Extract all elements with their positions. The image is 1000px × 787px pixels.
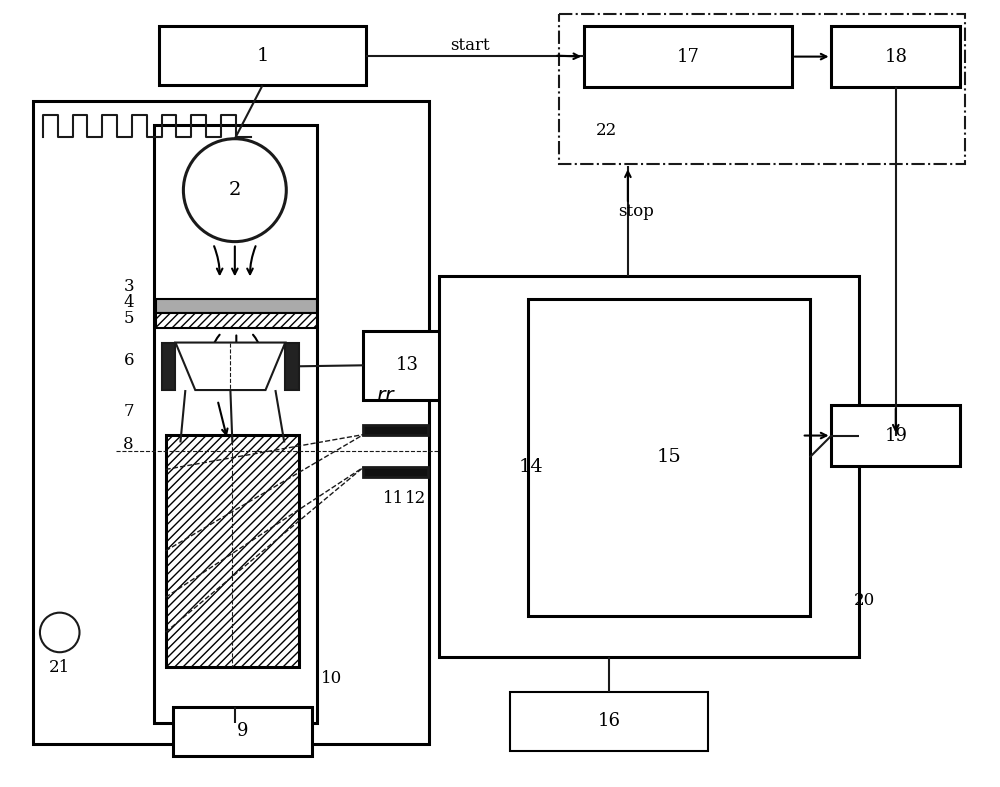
Bar [559, 14, 965, 164]
Text: 14: 14 [519, 458, 544, 475]
Text: 3: 3 [123, 278, 134, 294]
Circle shape [40, 612, 80, 652]
Text: 8: 8 [123, 436, 134, 453]
Text: 5: 5 [123, 310, 134, 327]
Text: $\mathit{rr}$: $\mathit{rr}$ [376, 387, 396, 406]
Bar [510, 692, 708, 751]
Text: 6: 6 [123, 352, 134, 369]
Circle shape [183, 139, 286, 242]
Text: 15: 15 [656, 449, 681, 467]
Text: 11: 11 [383, 490, 404, 508]
Text: start: start [451, 37, 490, 54]
Text: 17: 17 [677, 47, 699, 65]
Bar [363, 467, 428, 477]
Bar [831, 26, 960, 87]
Bar [156, 313, 317, 327]
Bar [363, 425, 428, 434]
Text: 19: 19 [884, 427, 907, 445]
Bar [166, 434, 299, 667]
Text: 18: 18 [884, 47, 907, 65]
Text: 16: 16 [597, 712, 620, 730]
Text: 2: 2 [229, 181, 241, 199]
Bar [156, 299, 317, 313]
Text: 20: 20 [854, 592, 875, 608]
Bar [831, 405, 960, 466]
Bar [162, 342, 175, 390]
Bar [584, 26, 792, 87]
Bar [33, 101, 429, 745]
Bar [528, 299, 810, 615]
Bar [159, 26, 366, 85]
Bar [173, 707, 312, 756]
Bar [285, 342, 299, 390]
Text: 4: 4 [123, 294, 134, 312]
Text: 12: 12 [405, 490, 427, 508]
Text: 10: 10 [321, 671, 342, 688]
Text: 13: 13 [395, 357, 418, 375]
Text: 7: 7 [123, 403, 134, 420]
Text: 9: 9 [237, 722, 249, 741]
Bar [439, 276, 859, 657]
Text: stop: stop [619, 204, 654, 220]
Text: 21: 21 [49, 659, 70, 675]
Polygon shape [175, 342, 285, 390]
Bar [154, 125, 317, 723]
Text: 22: 22 [596, 122, 617, 139]
Text: 1: 1 [256, 46, 269, 65]
Bar [363, 331, 451, 400]
